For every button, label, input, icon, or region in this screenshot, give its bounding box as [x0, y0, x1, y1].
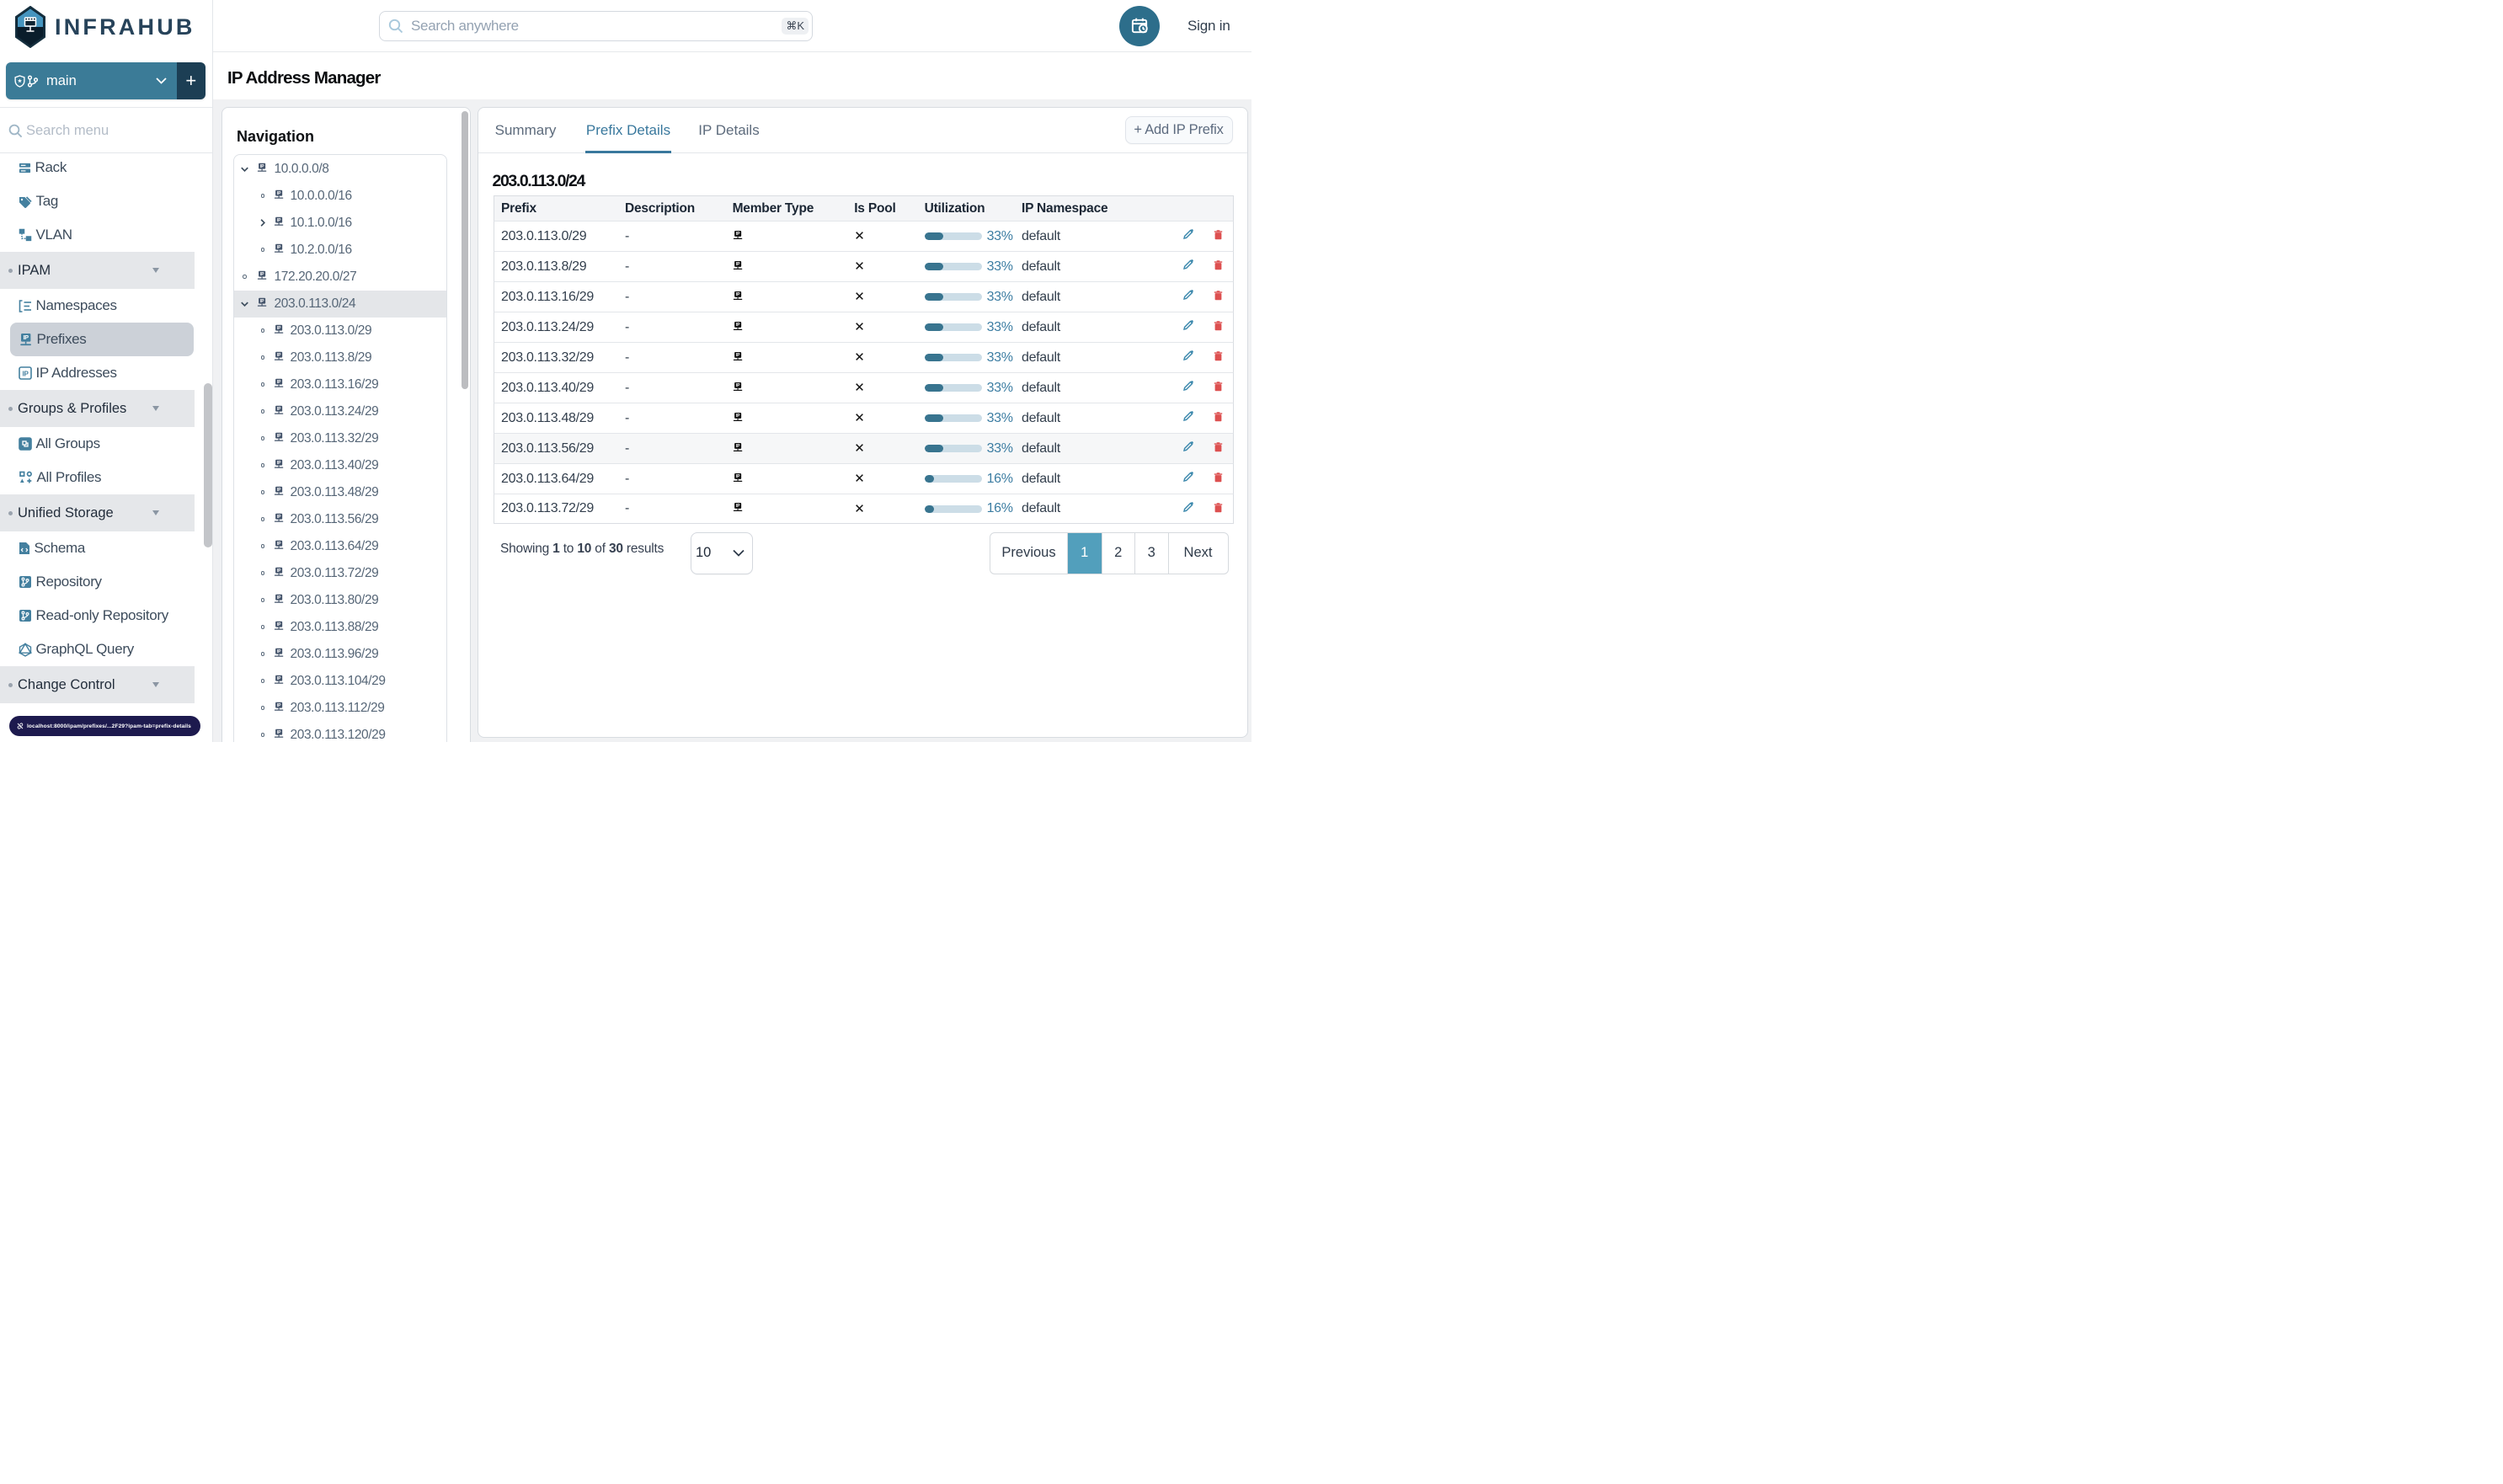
svg-text:IP: IP — [277, 569, 281, 574]
svg-text:IP: IP — [277, 326, 281, 331]
svg-text:IP: IP — [736, 474, 740, 479]
svg-text:IP: IP — [736, 323, 740, 328]
svg-text:IP: IP — [277, 649, 281, 654]
svg-text:IP: IP — [277, 434, 281, 439]
svg-text:IP: IP — [736, 444, 740, 449]
svg-text:IP: IP — [736, 262, 740, 267]
svg-text:IP: IP — [277, 703, 281, 708]
svg-text:IP: IP — [277, 542, 281, 547]
svg-text:IP: IP — [277, 515, 281, 520]
svg-text:IP: IP — [260, 272, 264, 277]
svg-text:IP: IP — [260, 164, 264, 169]
svg-text:IP: IP — [277, 622, 281, 627]
svg-text:IP: IP — [277, 407, 281, 412]
svg-text:IP: IP — [277, 461, 281, 466]
svg-text:IP: IP — [736, 414, 740, 419]
svg-text:IP: IP — [277, 245, 281, 250]
svg-text:IP: IP — [736, 504, 740, 510]
svg-text:IP: IP — [277, 353, 281, 358]
svg-text:IP: IP — [277, 730, 281, 735]
svg-text:IP: IP — [23, 370, 29, 377]
svg-text:IP: IP — [277, 676, 281, 681]
svg-text:IP: IP — [736, 292, 740, 297]
svg-text:IP: IP — [24, 334, 29, 341]
svg-text:IP: IP — [277, 595, 281, 601]
svg-text:IP: IP — [277, 218, 281, 223]
svg-text:IP: IP — [277, 488, 281, 493]
svg-text:IP: IP — [736, 383, 740, 388]
svg-text:IP: IP — [736, 232, 740, 237]
svg-text:IP: IP — [736, 353, 740, 358]
svg-text:IP: IP — [260, 299, 264, 304]
svg-text:IP: IP — [277, 191, 281, 196]
svg-text:IP: IP — [277, 380, 281, 385]
